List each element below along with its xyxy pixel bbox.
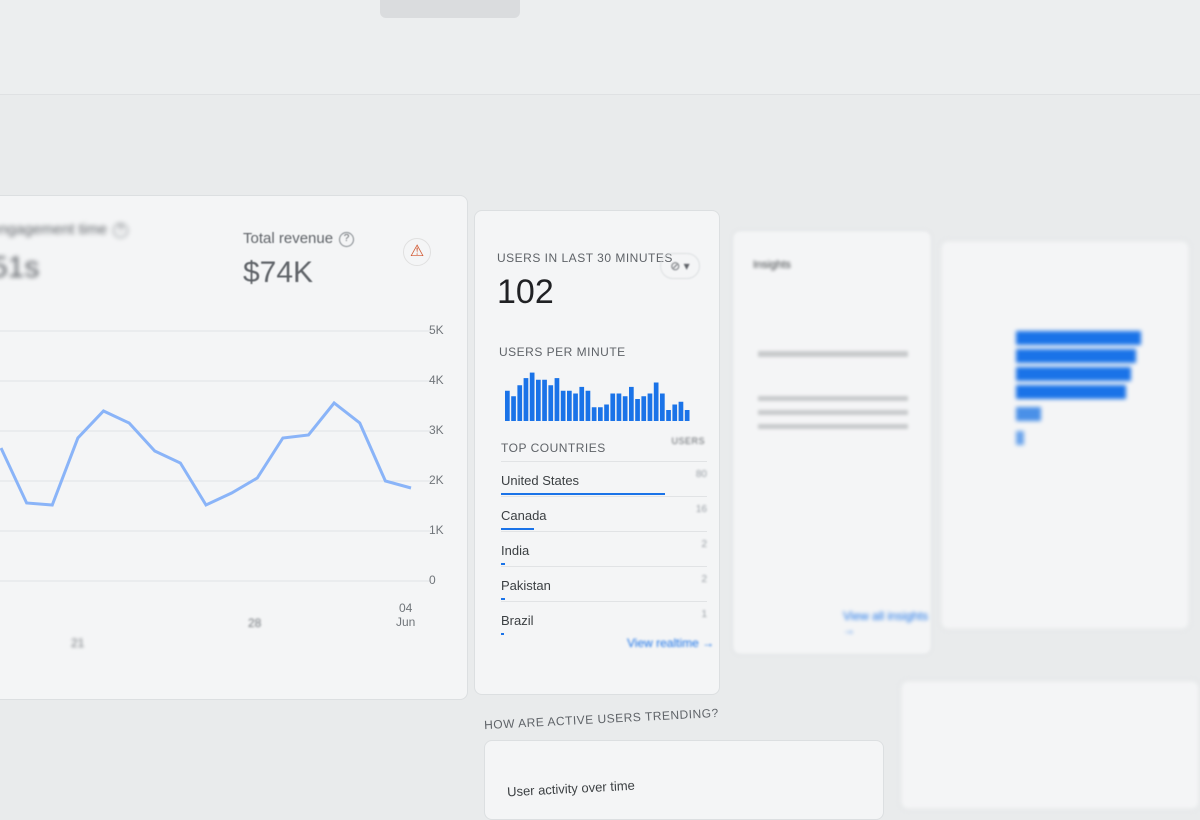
country-name[interactable]: Canada bbox=[501, 508, 547, 523]
country-share-bar bbox=[501, 633, 504, 635]
minute-bar bbox=[610, 393, 616, 421]
minute-bar bbox=[684, 410, 690, 421]
revenue-label: Total revenue? bbox=[243, 230, 355, 247]
minute-bar bbox=[635, 399, 640, 421]
x-tick: 21 bbox=[71, 636, 85, 650]
minute-bar bbox=[616, 393, 622, 421]
country-users: 80 bbox=[695, 469, 707, 480]
y-tick: 3K bbox=[429, 423, 444, 437]
engagement-label: engagement time? bbox=[0, 221, 128, 238]
series-line bbox=[0, 400, 412, 507]
y-tick: 4K bbox=[429, 373, 444, 387]
divider bbox=[501, 566, 707, 567]
minute-bar bbox=[660, 393, 665, 421]
minute-bar bbox=[511, 396, 516, 421]
minute-bar bbox=[604, 404, 609, 421]
minute-bar bbox=[542, 379, 547, 421]
y-tick: 2K bbox=[429, 473, 444, 487]
minute-bar bbox=[536, 379, 541, 421]
minute-bar bbox=[585, 390, 591, 421]
top-countries-label: TOP COUNTRIES bbox=[501, 441, 606, 455]
minute-bar bbox=[554, 378, 560, 421]
overview-card: engagement time? 51s Total revenue? $74K… bbox=[0, 195, 468, 700]
minute-bar bbox=[647, 393, 653, 421]
view-realtime-link[interactable]: View realtime → bbox=[627, 636, 715, 650]
line-chart bbox=[0, 330, 431, 582]
header-tab[interactable] bbox=[380, 0, 520, 18]
minute-bar bbox=[678, 401, 684, 421]
country-share-bar bbox=[501, 493, 665, 495]
insights-text bbox=[758, 351, 908, 357]
minute-bar bbox=[505, 390, 510, 421]
divider bbox=[501, 496, 707, 497]
x-tick: 28 bbox=[248, 616, 262, 630]
minute-bar bbox=[573, 393, 578, 421]
blurred-bar-card bbox=[940, 240, 1190, 630]
country-users: 2 bbox=[701, 539, 707, 550]
engagement-value: 51s bbox=[0, 251, 40, 284]
warning-triangle-icon[interactable]: ⚠ bbox=[403, 238, 431, 266]
minute-bar bbox=[629, 386, 634, 421]
compare-dropdown[interactable]: ⊘ ▾ bbox=[660, 253, 700, 279]
engagement-label-text: engagement time bbox=[0, 221, 107, 238]
y-tick: 5K bbox=[429, 323, 444, 337]
minute-bar bbox=[672, 404, 678, 421]
users-per-minute-chart bbox=[505, 372, 690, 421]
x-tick: 04 Jun bbox=[396, 601, 416, 629]
minute-bar bbox=[523, 378, 529, 421]
top-bar bbox=[0, 0, 1200, 95]
minute-bar bbox=[529, 372, 535, 421]
country-users: 2 bbox=[701, 574, 707, 585]
trending-card: User activity over time bbox=[484, 740, 884, 820]
minute-bar bbox=[622, 396, 628, 421]
country-name[interactable]: Pakistan bbox=[501, 578, 551, 593]
trending-card-title: User activity over time bbox=[506, 777, 636, 800]
y-tick: 0 bbox=[429, 573, 436, 587]
view-insights-link[interactable]: View all insights → bbox=[843, 609, 929, 637]
country-name[interactable]: Brazil bbox=[501, 613, 534, 628]
users-column-label: USERS bbox=[671, 436, 705, 446]
minute-bar bbox=[579, 386, 585, 421]
revenue-value: $74K bbox=[243, 256, 314, 289]
minute-bar bbox=[666, 410, 671, 421]
country-share-bar bbox=[501, 563, 506, 565]
question-circle-icon[interactable]: ? bbox=[339, 231, 355, 247]
divider bbox=[501, 531, 707, 532]
realtime-count: 102 bbox=[497, 273, 554, 311]
minute-bar bbox=[641, 396, 647, 421]
insights-card: Insights View all insights → bbox=[732, 230, 932, 655]
country-share-bar bbox=[501, 598, 506, 600]
minute-bar bbox=[591, 407, 597, 421]
minute-bar bbox=[517, 385, 523, 421]
revenue-label-text: Total revenue bbox=[243, 230, 334, 247]
trending-heading: HOW ARE ACTIVE USERS TRENDING? bbox=[483, 705, 720, 733]
country-share-bar bbox=[501, 528, 534, 530]
divider bbox=[501, 601, 707, 602]
realtime-title: USERS IN LAST 30 MINUTES bbox=[497, 251, 673, 265]
insights-text bbox=[758, 396, 908, 432]
country-name[interactable]: India bbox=[501, 543, 530, 558]
realtime-card: USERS IN LAST 30 MINUTES ⊘ ▾ 102 USERS P… bbox=[474, 210, 720, 695]
minute-bar bbox=[567, 390, 572, 421]
country-name[interactable]: United States bbox=[501, 473, 580, 488]
minute-bar bbox=[560, 390, 566, 421]
blurred-card bbox=[900, 680, 1200, 810]
country-users: 16 bbox=[695, 504, 707, 515]
y-tick: 1K bbox=[429, 523, 444, 537]
country-users: 1 bbox=[701, 609, 707, 620]
minute-bar bbox=[653, 382, 659, 421]
per-minute-label: USERS PER MINUTE bbox=[499, 345, 626, 359]
insights-title: Insights bbox=[753, 259, 791, 271]
minute-bar bbox=[598, 407, 603, 421]
question-circle-icon[interactable]: ? bbox=[112, 222, 128, 238]
minute-bar bbox=[548, 385, 554, 421]
divider bbox=[501, 461, 707, 462]
